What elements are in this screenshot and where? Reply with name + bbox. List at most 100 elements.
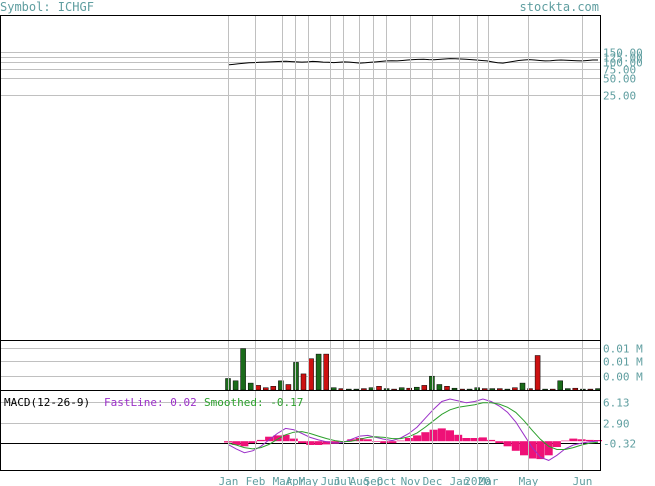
x-tick-label-1: Feb — [246, 475, 266, 486]
macd-smoothed-line — [227, 402, 599, 450]
macd-fast-line — [227, 398, 599, 461]
macd-histogram-bar — [281, 434, 290, 442]
x-tick-label-7: Aug — [350, 475, 370, 486]
macd-histogram-bar — [396, 440, 405, 442]
x-tick-label-4: May — [299, 475, 319, 486]
macd-histogram-bar — [585, 439, 594, 442]
volume-bar — [285, 384, 292, 391]
macd-histogram-bar — [446, 430, 454, 442]
macd-histogram-bar — [470, 438, 479, 442]
macd-histogram-bar — [289, 438, 298, 442]
x-tick-label-9: Oct — [377, 475, 397, 486]
macd-histogram-bar — [437, 428, 446, 442]
volume-bar — [504, 388, 511, 391]
macd-histogram-bar — [503, 441, 512, 447]
macd-tick-label-2: -0.32 — [603, 438, 636, 451]
macd-histogram-bar — [413, 435, 422, 442]
macd-histogram-bar — [478, 437, 487, 442]
volume-bar — [315, 353, 322, 391]
volume-bar — [451, 387, 458, 391]
macd-histogram-bar — [256, 439, 265, 442]
macd-histogram-bar — [577, 439, 586, 442]
volume-bar — [481, 388, 488, 391]
x-tick-label-11: Dec — [423, 475, 443, 486]
volume-bar — [353, 388, 360, 391]
macd-histogram-bar — [552, 441, 561, 447]
volume-bar — [240, 348, 246, 391]
volume-bar — [398, 387, 405, 391]
price-tick-label-0: 150.00 — [603, 47, 643, 60]
macd-histogram-bar — [561, 440, 570, 442]
volume-tick-label-0: 0.01 M — [603, 343, 643, 356]
macd-histogram-bar — [487, 439, 496, 442]
volume-bar — [270, 386, 277, 391]
x-tick-label-8: Sep — [364, 475, 384, 486]
x-tick-label-14: Mar — [479, 475, 499, 486]
volume-bar — [361, 388, 367, 391]
volume-bar — [429, 375, 435, 391]
x-tick-label-16: Jun — [573, 475, 593, 486]
volume-bar — [587, 388, 594, 391]
macd-histogram-bar — [569, 438, 578, 442]
volume-bar — [534, 355, 541, 391]
macd-smoothed-label: Smoothed: -0.17 — [204, 396, 303, 409]
volume-bar — [300, 373, 307, 391]
volume-panel: 0.01 M0.01 M 0.00 M — [0, 343, 643, 391]
x-tick-label-5: Jun — [321, 475, 341, 486]
price-tick-label-4: 50.00 — [603, 73, 636, 86]
macd-histogram-bar — [429, 429, 438, 442]
symbol-label: Symbol: ICHGF — [0, 0, 94, 14]
x-tick-label-6: Jul — [334, 475, 354, 486]
volume-bar — [519, 382, 526, 391]
volume-bar — [346, 388, 352, 391]
panel-frame-2 — [0, 390, 601, 471]
x-tick-label-3: Apr — [286, 475, 306, 486]
volume-bar — [436, 384, 443, 391]
macd-histogram-bar — [347, 439, 356, 442]
volume-bar — [549, 388, 556, 391]
volume-bar — [247, 382, 254, 391]
macd-tick-label-1: 2.90 — [603, 418, 630, 431]
macd-histogram-bar — [372, 441, 380, 442]
price-line — [227, 58, 598, 66]
volume-bar — [255, 385, 261, 391]
macd-histogram-bar — [306, 441, 315, 445]
x-tick-label-10: Nov — [401, 475, 421, 486]
volume-tick-label-1: 0.01 M — [603, 356, 643, 369]
volume-bar — [414, 386, 420, 391]
volume-bar — [512, 387, 518, 391]
x-tick-label-12: Jan — [450, 475, 470, 486]
volume-bar — [542, 388, 548, 391]
macd-histogram-bar — [404, 438, 413, 442]
price-tick-label-1: 125.00 — [603, 52, 643, 65]
volume-bar — [459, 388, 465, 391]
volume-bar — [497, 388, 503, 391]
price-tick-label-5: 25.00 — [603, 90, 636, 103]
macd-histogram-bar — [240, 441, 249, 447]
volume-bar — [263, 387, 269, 391]
x-tick-label-2: Mar — [273, 475, 293, 486]
volume-tick-label-2: 0.00 M — [603, 371, 643, 384]
macd-histogram-bar — [495, 441, 504, 444]
macd-histogram-bar — [363, 439, 372, 442]
volume-bar — [232, 380, 239, 391]
macd-histogram-bar — [248, 441, 257, 444]
x-tick-label-13: 2020 — [464, 475, 491, 486]
macd-histogram-bar — [322, 441, 331, 445]
volume-bar — [444, 386, 450, 391]
macd-histogram-bar — [298, 441, 306, 444]
volume-bar — [595, 388, 601, 391]
volume-bar — [376, 386, 382, 391]
volume-bar — [323, 353, 329, 391]
macd-tick-label-0: 6.13 — [603, 397, 630, 410]
macd-title: MACD(12-26-9) — [4, 396, 90, 409]
price-tick-label-2: 100.00 — [603, 57, 643, 70]
macd-histogram-bar — [594, 440, 602, 442]
macd-histogram-bar — [520, 441, 528, 456]
macd-histogram-bar — [232, 441, 241, 445]
macd-histogram-bar — [380, 441, 389, 444]
macd-fast-label: FastLine: 0.02 — [104, 396, 197, 409]
